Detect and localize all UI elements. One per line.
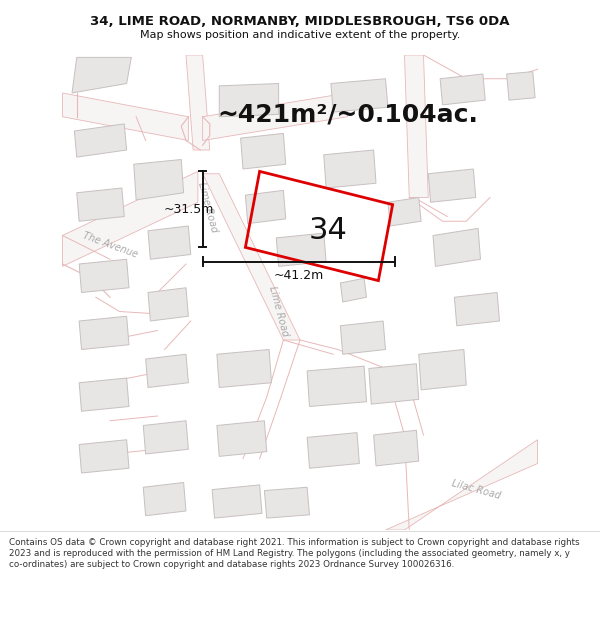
Polygon shape <box>386 440 538 530</box>
Polygon shape <box>340 321 386 354</box>
Polygon shape <box>146 354 188 388</box>
Polygon shape <box>79 378 129 411</box>
Polygon shape <box>203 174 300 340</box>
Text: The Avenue: The Avenue <box>81 231 139 259</box>
Polygon shape <box>241 133 286 169</box>
Text: ~31.5m: ~31.5m <box>163 203 214 216</box>
Polygon shape <box>307 366 367 406</box>
Polygon shape <box>62 171 198 266</box>
Polygon shape <box>143 482 186 516</box>
Polygon shape <box>331 79 388 112</box>
Polygon shape <box>134 159 184 200</box>
Polygon shape <box>307 432 359 468</box>
Polygon shape <box>369 364 419 404</box>
Polygon shape <box>340 278 367 302</box>
Polygon shape <box>72 58 131 93</box>
Text: Map shows position and indicative extent of the property.: Map shows position and indicative extent… <box>140 30 460 40</box>
Polygon shape <box>433 228 481 266</box>
Text: 34: 34 <box>309 216 348 245</box>
Text: Lime Road: Lime Road <box>196 181 219 233</box>
Polygon shape <box>143 421 188 454</box>
Text: 34, LIME ROAD, NORMANBY, MIDDLESBROUGH, TS6 0DA: 34, LIME ROAD, NORMANBY, MIDDLESBROUGH, … <box>90 15 510 28</box>
Polygon shape <box>148 288 188 321</box>
Polygon shape <box>212 485 262 518</box>
Polygon shape <box>74 124 127 157</box>
Polygon shape <box>79 259 129 292</box>
Polygon shape <box>217 349 271 388</box>
Polygon shape <box>388 198 421 226</box>
Polygon shape <box>428 169 476 202</box>
Polygon shape <box>245 191 286 224</box>
Polygon shape <box>62 93 188 141</box>
Polygon shape <box>79 440 129 473</box>
Polygon shape <box>374 430 419 466</box>
Polygon shape <box>454 292 499 326</box>
Polygon shape <box>276 233 326 266</box>
Polygon shape <box>217 421 267 456</box>
Polygon shape <box>203 93 347 141</box>
Text: Lilac Road: Lilac Road <box>450 478 502 501</box>
Polygon shape <box>77 188 124 221</box>
Text: ~41.2m: ~41.2m <box>274 269 324 282</box>
Polygon shape <box>506 72 535 100</box>
Polygon shape <box>186 55 210 150</box>
Polygon shape <box>265 488 310 518</box>
Polygon shape <box>219 84 278 117</box>
Text: Contains OS data © Crown copyright and database right 2021. This information is : Contains OS data © Crown copyright and d… <box>9 538 580 569</box>
Polygon shape <box>404 55 428 198</box>
Polygon shape <box>148 226 191 259</box>
Polygon shape <box>79 316 129 349</box>
Polygon shape <box>324 150 376 188</box>
Text: ~421m²/~0.104ac.: ~421m²/~0.104ac. <box>217 102 478 126</box>
Polygon shape <box>419 349 466 390</box>
Text: Lime Road: Lime Road <box>267 285 290 338</box>
Polygon shape <box>440 74 485 105</box>
